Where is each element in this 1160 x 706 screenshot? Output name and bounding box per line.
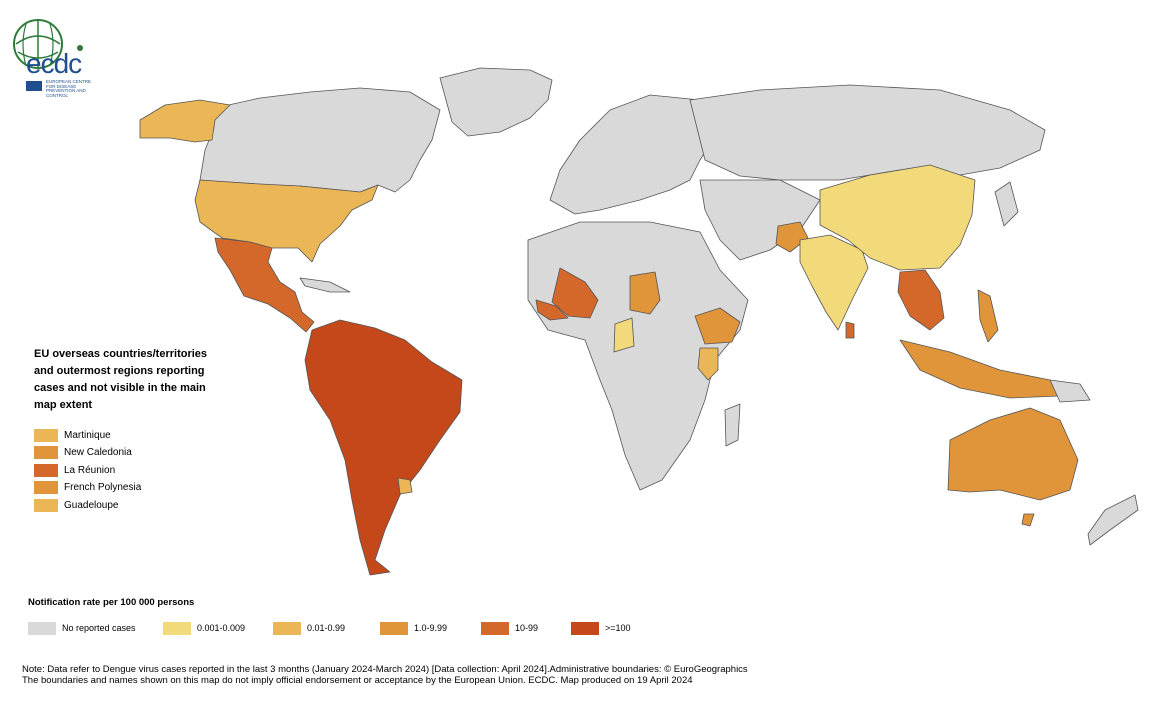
eu-overseas-swatch — [34, 445, 58, 459]
region-mali — [551, 267, 599, 319]
eu-overseas-title-line-2: and outermost regions reporting — [34, 365, 205, 377]
region-kenya — [697, 347, 719, 381]
eu-overseas-item-la-reunion: La Réunion — [34, 463, 115, 477]
region-indonesia — [899, 339, 1061, 399]
legend-swatch — [380, 621, 408, 635]
legend-label: No reported cases — [62, 623, 136, 633]
map-note-line-2: The boundaries and names shown on this m… — [22, 675, 693, 686]
region-philippines — [977, 289, 999, 343]
eu-overseas-item-new-caledonia: New Caledonia — [34, 445, 132, 459]
eu-overseas-swatch — [34, 463, 58, 477]
legend-swatch — [28, 621, 56, 635]
legend-item-1: 1.0-9.99 — [380, 621, 447, 635]
legend-title: Notification rate per 100 000 persons — [28, 597, 195, 608]
region-china — [819, 164, 976, 271]
eu-overseas-label: New Caledonia — [64, 446, 132, 458]
ecdc-logo — [8, 18, 104, 94]
legend-swatch — [571, 621, 599, 635]
region-cameroon — [613, 317, 635, 353]
region-ethiopia — [694, 307, 741, 345]
globe-icon — [13, 19, 83, 69]
legend-item-none: No reported cases — [28, 621, 136, 635]
region-mexico-central-america — [214, 237, 315, 333]
eu-overseas-item-martinique: Martinique — [34, 428, 111, 442]
eu-overseas-label: Martinique — [64, 429, 111, 441]
map-note-line-1: Note: Data refer to Dengue virus cases r… — [22, 664, 748, 675]
legend-item-10: 10-99 — [481, 621, 538, 635]
eu-overseas-title-line-4: map extent — [34, 399, 93, 411]
region-japan — [994, 181, 1019, 227]
region-caribbean — [299, 277, 351, 293]
region-alaska — [139, 99, 231, 143]
eu-flag-icon — [26, 81, 42, 91]
eu-overseas-panel: EU overseas countries/territories and ou… — [34, 346, 224, 414]
region-sri-lanka — [845, 321, 855, 339]
eu-overseas-title-line-3: cases and not visible in the main — [34, 382, 206, 394]
region-papua — [1049, 379, 1091, 403]
legend-label: 0.01-0.99 — [307, 623, 346, 633]
region-south-america — [304, 319, 463, 576]
region-canada — [199, 87, 441, 193]
region-madagascar — [724, 403, 741, 447]
region-russia — [689, 84, 1046, 181]
eu-overseas-title: EU overseas countries/territories and ou… — [34, 346, 224, 414]
legend-label: 1.0-9.99 — [414, 623, 448, 633]
ecdc-logo-subtitle: EUROPEAN CENTRE FOR DISEASE PREVENTION A… — [46, 79, 92, 98]
region-new-zealand — [1087, 494, 1139, 546]
legend-item-001: 0.01-0.99 — [273, 621, 345, 635]
legend-swatch — [273, 621, 301, 635]
legend-item-100: >=100 — [571, 621, 631, 635]
eu-overseas-item-french-polynesia: French Polynesia — [34, 480, 141, 494]
region-tasmania — [1021, 513, 1035, 527]
region-middle-east — [699, 179, 821, 261]
eu-overseas-label: La Réunion — [64, 464, 116, 476]
region-greenland — [439, 67, 553, 137]
eu-overseas-label: French Polynesia — [64, 481, 142, 493]
region-uruguay — [397, 477, 413, 495]
region-australia — [947, 407, 1079, 501]
region-afghanistan — [775, 221, 809, 253]
region-chad — [629, 271, 661, 315]
map-note: Note: Data refer to Dengue virus cases r… — [22, 664, 1142, 686]
region-usa — [194, 179, 379, 263]
eu-overseas-title-line-1: EU overseas countries/territories — [34, 348, 208, 360]
world-map — [139, 67, 1139, 576]
legend-label: 10-99 — [515, 623, 539, 633]
legend-swatch — [481, 621, 509, 635]
legend-swatch — [163, 621, 191, 635]
ecdc-logo-text: ecdc — [26, 48, 82, 79]
eu-overseas-label: Guadeloupe — [64, 499, 119, 511]
region-west-africa — [535, 299, 569, 321]
eu-overseas-swatch — [34, 480, 58, 494]
eu-overseas-swatch — [34, 498, 58, 512]
eu-overseas-item-guadeloupe: Guadeloupe — [34, 498, 119, 512]
region-india — [799, 234, 869, 331]
legend-item-0001: 0.001-0.009 — [163, 621, 245, 635]
region-southeast-asia — [897, 269, 945, 331]
legend-label: 0.001-0.009 — [197, 623, 246, 633]
legend-label: >=100 — [605, 623, 631, 633]
eu-overseas-swatch — [34, 428, 58, 442]
